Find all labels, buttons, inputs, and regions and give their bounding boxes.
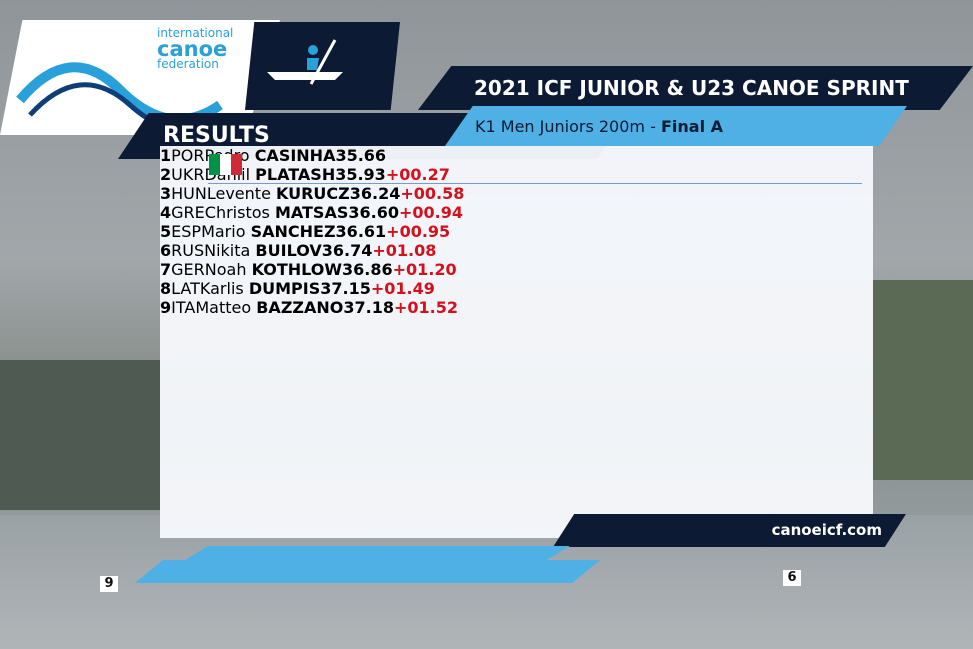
country-code: RUS [171,241,205,260]
first-name: Mario [201,222,246,241]
time: 36.74 [321,241,373,260]
first-name: Christos [204,203,270,222]
first-name: Matteo [195,298,252,317]
time-gap: +00.94 [398,203,463,222]
title: 2021 ICF JUNIOR & U23 CANOE SPRINT [474,76,909,100]
first-name: Karlis [199,279,244,298]
country-code: POR [171,146,205,165]
row-separator [208,183,862,184]
country-code: ITA [171,298,196,317]
first-name: Noah [204,260,247,279]
phase: Final A [660,117,724,136]
canoe-icon [267,39,343,85]
first-name: Nikita [204,241,251,260]
footer-band: canoeicf.com [553,514,906,547]
result-row: 1PORPedro CASINHA35.66 [160,146,873,184]
trees [873,280,973,480]
time-gap: +01.52 [394,298,459,317]
time: 36.86 [342,260,393,279]
rank: 5 [160,222,172,241]
rank: 1 [160,146,172,165]
title-band: 2021 ICF JUNIOR & U23 CANOE SPRINT [418,66,973,110]
rank: 8 [160,279,172,298]
last-name: DUMPIS [248,279,321,298]
country-code: HUN [171,184,207,203]
rank: 7 [160,260,172,279]
rank: 3 [160,184,172,203]
website: canoeicf.com [771,521,882,539]
last-name: CASINHA [254,146,336,165]
last-name: BUILOV [255,241,322,260]
result-row: 7 GERNoah KOTHLOW36.86+01.20 [160,154,873,279]
time-gap: +00.95 [386,222,451,241]
last-name: KURUCZ [276,184,350,203]
result-row: 6 RUSNikita BUILOV36.74+01.08 [160,154,873,260]
logo-text: international [157,26,234,40]
last-name: PLATASH [255,165,336,184]
discipline-icon-box [245,22,400,110]
time-gap: +01.20 [392,260,457,279]
time-gap: +00.58 [400,184,465,203]
result-row: 4 GREChristos MATSAS36.60+00.94 [160,154,873,222]
result-row: 3 HUNLevente KURUCZ36.24+00.58 [160,154,873,203]
results-table: 1PORPedro CASINHA35.662UKRDaniil PLATASH… [160,146,873,538]
subtitle: K1 Men Juniors 200m - Final A [475,117,723,136]
country-code: GRE [171,203,205,222]
logo-text: canoe [157,37,228,61]
result-row: 5 ESPMario SANCHEZ36.61+00.95 [160,154,873,241]
country-code: ESP [171,222,202,241]
rank: 6 [160,241,172,260]
last-name: SANCHEZ [250,222,336,241]
time: 36.60 [348,203,399,222]
section-title: RESULTS [163,123,270,148]
country-code: LAT [171,279,200,298]
time: 35.66 [335,146,387,165]
last-name: MATSAS [274,203,349,222]
boathouse [0,360,160,510]
time-gap: +01.49 [370,279,435,298]
time: 36.61 [335,222,387,241]
athlete-name: Mario SANCHEZ [201,222,335,241]
athlete-name: Levente KURUCZ [207,184,350,203]
result-row: 9 ITAMatteo BAZZANO37.18+01.52 [160,154,873,317]
result-row: 8 LATKarlis DUMPIS37.15+01.49 [160,154,873,298]
flag [209,154,242,175]
country-code: UKR [171,165,205,184]
time-gap: +00.27 [385,165,450,184]
time: 36.24 [349,184,401,203]
lane-marker: 9 [100,576,118,592]
athlete-name: Noah KOTHLOW [205,260,342,279]
lane-marker: 6 [783,570,801,586]
accent-band [185,546,570,560]
subtitle-band: K1 Men Juniors 200m - Final A [445,106,907,146]
last-name: BAZZANO [256,298,344,317]
athlete-name: Matteo BAZZANO [195,298,343,317]
event: K1 Men Juniors 200m [475,117,645,136]
rank: 2 [160,165,172,184]
time: 37.15 [320,279,371,298]
athlete-name: Christos MATSAS [205,203,349,222]
rank: 4 [160,203,172,222]
last-name: KOTHLOW [251,260,343,279]
country-code: GER [171,260,205,279]
first-name: Levente [206,184,271,203]
athlete-name: Nikita BUILOV [204,241,322,260]
rank: 9 [160,298,172,317]
separator: - [650,117,656,136]
time-gap: +01.08 [372,241,437,260]
time: 35.93 [335,165,386,184]
result-row: 2UKRDaniil PLATASH35.93+00.27 [160,154,873,184]
athlete-name: Karlis DUMPIS [200,279,320,298]
time: 37.18 [343,298,394,317]
logo-text: federation [157,57,219,71]
accent-band [135,560,600,583]
